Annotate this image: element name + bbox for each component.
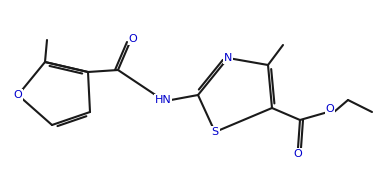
Text: HN: HN — [155, 95, 171, 105]
Text: S: S — [211, 127, 219, 137]
Text: O: O — [326, 104, 334, 114]
Text: O: O — [294, 149, 302, 159]
Text: O: O — [14, 90, 22, 100]
Text: N: N — [224, 53, 232, 63]
Text: O: O — [128, 34, 137, 44]
